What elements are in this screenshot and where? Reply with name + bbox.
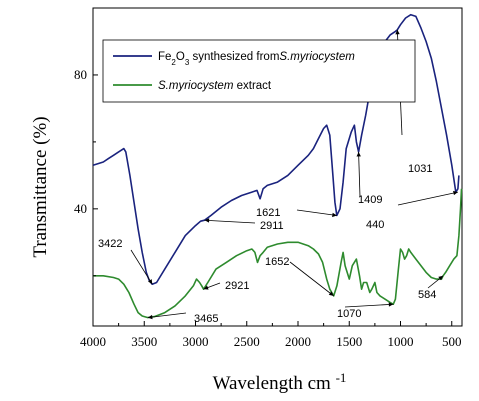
annotation-arrowhead-584 bbox=[438, 275, 444, 281]
y-axis-title: Transmittance (%) bbox=[30, 116, 51, 257]
annotation-label-1409: 1409 bbox=[358, 194, 382, 206]
annotation-arrow-3465 bbox=[147, 312, 187, 319]
annotation-arrow-3422 bbox=[130, 249, 153, 285]
annotation-arrowhead-1621 bbox=[332, 212, 337, 218]
annotation-arrow-1621 bbox=[296, 209, 337, 216]
annotation-arrowhead-1031 bbox=[395, 29, 400, 35]
annotation-arrowhead-3465 bbox=[147, 314, 153, 320]
annotation-arrowhead-2911 bbox=[204, 218, 210, 223]
annotation-arrow-440 bbox=[397, 191, 458, 206]
annotation-label-3465: 3465 bbox=[194, 313, 218, 325]
series-extract-line bbox=[93, 188, 463, 319]
annotation-label-3422: 3422 bbox=[98, 238, 122, 250]
annotation-arrowhead-1409 bbox=[356, 151, 361, 157]
x-tick-label: 1000 bbox=[388, 334, 414, 349]
y-tick-label: 40 bbox=[74, 201, 87, 216]
x-tick-label: 2000 bbox=[285, 334, 311, 349]
annotation-arrowhead-3422 bbox=[148, 279, 153, 285]
annotation-label-1070: 1070 bbox=[337, 308, 361, 320]
legend-entry-1: S.myriocystem extract bbox=[158, 80, 272, 92]
x-axis-title-text: Wavelength cm bbox=[213, 373, 331, 394]
annotation-arrow-1070 bbox=[344, 303, 394, 308]
annotation-arrowhead-1070 bbox=[388, 302, 394, 307]
x-tick-label: 2500 bbox=[234, 334, 260, 349]
x-axis: 4000 3500 3000 2500 2000 1500 1000 500 bbox=[80, 321, 462, 349]
plot-border bbox=[92, 7, 463, 327]
x-tick-label: 3500 bbox=[131, 334, 157, 349]
x-axis-title-superscript: -1 bbox=[336, 370, 347, 385]
legend-entry-0: Fe2O3 synthesized fromS.myriocystem bbox=[158, 51, 355, 67]
annotation-arrow-1652 bbox=[289, 261, 334, 297]
annotation-label-584: 584 bbox=[418, 289, 436, 301]
annotation-arrowhead-2921 bbox=[203, 285, 209, 290]
annotation-arrowhead-1652 bbox=[328, 291, 334, 296]
x-tick-label: 4000 bbox=[80, 334, 106, 349]
legend: Fe2O3 synthesized fromS.myriocystem S.myr… bbox=[102, 39, 416, 103]
annotation-arrowhead-440 bbox=[453, 190, 458, 196]
annotation-arrow-2911 bbox=[204, 219, 256, 224]
annotation-label-2921: 2921 bbox=[225, 280, 249, 292]
x-axis-title: Wavelength cm -1 bbox=[213, 370, 347, 395]
annotation-label-1031: 1031 bbox=[408, 163, 432, 175]
annotation-label-1652: 1652 bbox=[265, 256, 289, 268]
x-tick-label: 3000 bbox=[183, 334, 209, 349]
annotation-label-1621: 1621 bbox=[256, 207, 280, 219]
x-tick-label: 500 bbox=[442, 334, 462, 349]
plot-frame bbox=[92, 7, 463, 327]
x-tick-label: 1500 bbox=[336, 334, 362, 349]
annotation-label-440: 440 bbox=[366, 219, 384, 231]
legend-box bbox=[102, 39, 416, 103]
y-tick-label: 80 bbox=[74, 67, 87, 82]
annotation-label-2911: 2911 bbox=[260, 220, 284, 232]
y-axis: 40 80 bbox=[74, 67, 98, 277]
annotation-arrow-1409 bbox=[358, 151, 361, 198]
